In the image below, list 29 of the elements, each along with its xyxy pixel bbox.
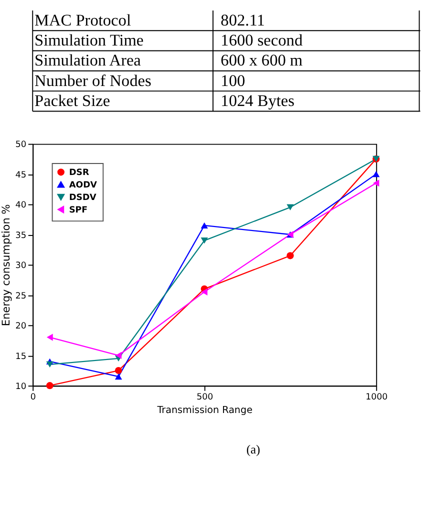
text: (a) (246, 442, 260, 457)
y-tick-label: 35 (15, 230, 26, 241)
text: Packet Size (34, 90, 110, 110)
x-tick-label: 0 (30, 392, 36, 403)
text: 1024 Bytes (220, 90, 294, 110)
x-tick-label: 1000 (366, 392, 388, 403)
y-tick-label: 45 (15, 170, 26, 180)
legend-label: DSDV (69, 192, 97, 203)
text: 600 x 600 m (220, 50, 303, 70)
y-tick-label: 25 (15, 291, 26, 302)
text: 100 (220, 70, 246, 90)
y-tick-label: 40 (15, 200, 26, 211)
text: Simulation Area (34, 50, 142, 70)
legend-label: DSR (69, 168, 90, 178)
text: Number of Nodes (34, 70, 152, 90)
y-tick-label: 50 (15, 140, 26, 150)
text: 1600 second (220, 30, 303, 50)
y-tick-label: 10 (15, 382, 26, 392)
y-tick-label: 30 (15, 261, 26, 272)
x-tick-label: 500 (196, 392, 214, 403)
text: Simulation Time (34, 30, 144, 50)
y-tick-label: 20 (15, 322, 26, 332)
legend-label: AODV (69, 180, 98, 190)
y-axis-title: Energy consumption % (0, 204, 13, 326)
text: MAC Protocol (34, 10, 132, 30)
y-tick-label: 15 (15, 352, 26, 362)
legend-label: SPF (69, 205, 88, 216)
x-axis-title: Transmission Range (156, 404, 253, 416)
text: 802.11 (220, 10, 265, 30)
